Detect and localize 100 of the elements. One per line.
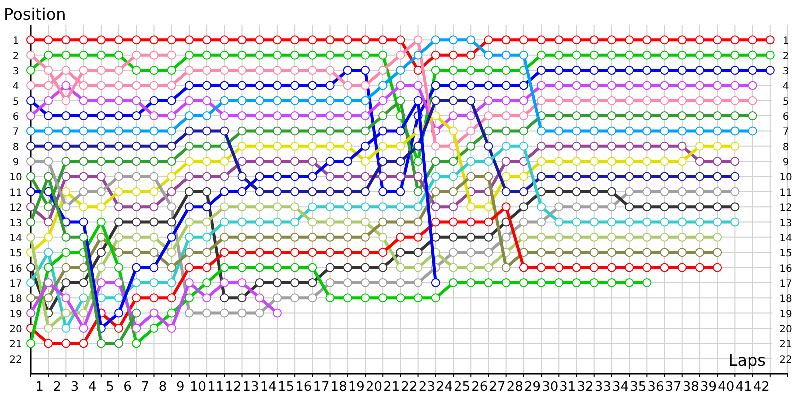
point: [150, 50, 159, 60]
point: [378, 112, 388, 121]
point: [766, 50, 775, 60]
point: [167, 172, 176, 182]
point: [308, 263, 318, 272]
point: [202, 232, 212, 242]
point: [572, 248, 582, 258]
point: [62, 324, 71, 333]
point: [150, 96, 159, 106]
point: [114, 36, 124, 45]
point: [713, 96, 722, 106]
y-tick-label: 21: [10, 340, 22, 351]
point: [537, 66, 546, 76]
point: [625, 187, 634, 196]
point: [466, 218, 476, 227]
point: [360, 202, 370, 212]
point: [150, 157, 159, 166]
point: [308, 218, 318, 227]
point: [572, 263, 582, 272]
point: [396, 96, 406, 106]
point: [607, 172, 616, 182]
point: [114, 50, 124, 60]
point: [79, 172, 88, 182]
point: [695, 126, 704, 136]
point: [114, 263, 124, 272]
point: [62, 308, 71, 318]
point: [26, 81, 36, 90]
point: [96, 172, 106, 182]
point: [625, 263, 634, 272]
point: [96, 126, 106, 136]
point: [290, 96, 300, 106]
point: [290, 36, 300, 45]
point: [62, 36, 71, 45]
point: [62, 172, 71, 182]
point: [678, 218, 687, 227]
point: [26, 157, 36, 166]
point: [713, 172, 722, 182]
point: [167, 157, 176, 166]
point: [519, 142, 528, 151]
point: [625, 112, 634, 121]
point: [272, 142, 282, 151]
point: [220, 263, 230, 272]
point: [590, 248, 599, 258]
point: [360, 248, 370, 258]
point: [554, 96, 564, 106]
x-tick-label: 9: [176, 380, 185, 395]
point: [502, 96, 511, 106]
point: [343, 50, 352, 60]
point: [766, 66, 775, 76]
point: [96, 339, 106, 348]
point: [255, 36, 264, 45]
point: [62, 248, 71, 258]
point: [114, 339, 124, 348]
point: [255, 96, 264, 106]
point: [343, 263, 352, 272]
y-tick-label: 17: [10, 278, 22, 290]
point: [202, 157, 212, 166]
point: [449, 232, 458, 242]
y-tick-label: 3: [12, 66, 20, 78]
point: [44, 50, 54, 60]
y2-tick-label: 13: [780, 218, 792, 230]
point: [44, 142, 54, 151]
point: [326, 187, 335, 196]
point: [272, 278, 282, 288]
point: [713, 202, 722, 212]
x-tick-label: 33: [594, 380, 612, 395]
x-tick-label: 25: [454, 380, 471, 395]
point: [484, 263, 494, 272]
point: [642, 248, 652, 258]
point: [466, 172, 476, 182]
point: [272, 66, 282, 76]
x-tick-label: 15: [278, 380, 295, 395]
point: [220, 142, 230, 151]
point: [713, 81, 722, 90]
point: [360, 142, 370, 151]
point: [590, 232, 599, 242]
point: [414, 36, 423, 45]
point: [202, 112, 212, 121]
point: [96, 96, 106, 106]
point: [238, 36, 247, 45]
point: [290, 81, 300, 90]
point: [96, 294, 106, 303]
x-tick-label: 8: [158, 380, 168, 395]
point: [449, 81, 458, 90]
point: [642, 50, 652, 60]
point: [44, 66, 54, 76]
point: [114, 324, 124, 333]
point: [202, 96, 212, 106]
point: [62, 96, 71, 106]
point: [360, 232, 370, 242]
point: [396, 278, 406, 288]
point: [625, 142, 634, 151]
point: [272, 50, 282, 60]
point: [642, 202, 652, 212]
point: [537, 81, 546, 90]
y2-tick-label: 14: [780, 233, 792, 244]
point: [695, 232, 704, 242]
point: [150, 187, 159, 196]
point: [114, 308, 124, 318]
point: [449, 126, 458, 136]
